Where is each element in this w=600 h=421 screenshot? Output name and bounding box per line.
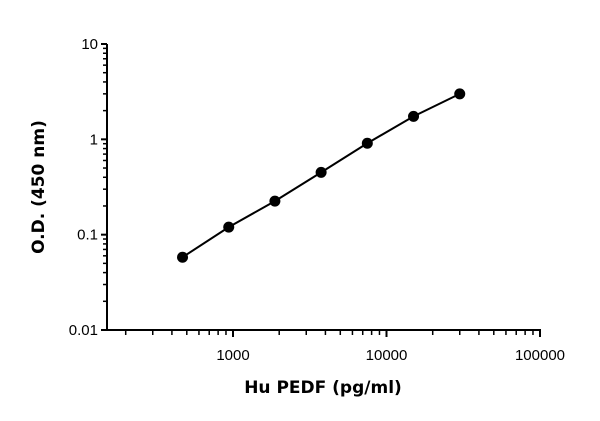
data-point <box>223 221 235 233</box>
data-point <box>315 166 327 178</box>
y-tick-label: 0.1 <box>77 227 98 244</box>
y-tick-label: 10 <box>81 36 98 53</box>
data-point <box>361 137 373 149</box>
data-point <box>177 251 189 263</box>
y-tick-label: 1 <box>90 131 98 148</box>
x-axis-title: Hu PEDF (pg/ml) <box>244 378 402 398</box>
x-axis: 1000 10000 100000 <box>106 329 565 364</box>
data-point <box>408 110 420 122</box>
x-tick-label: 1000 <box>216 347 249 364</box>
data-series <box>177 88 466 263</box>
x-tick-label: 100000 <box>515 347 565 364</box>
data-point <box>269 195 281 207</box>
data-point <box>454 88 466 100</box>
x-tick-label: 10000 <box>366 347 408 364</box>
y-tick-label: 0.01 <box>69 322 98 339</box>
y-axis: 0.01 0.1 1 10 <box>69 36 108 339</box>
y-axis-title: O.D. (450 nm) <box>29 120 49 254</box>
